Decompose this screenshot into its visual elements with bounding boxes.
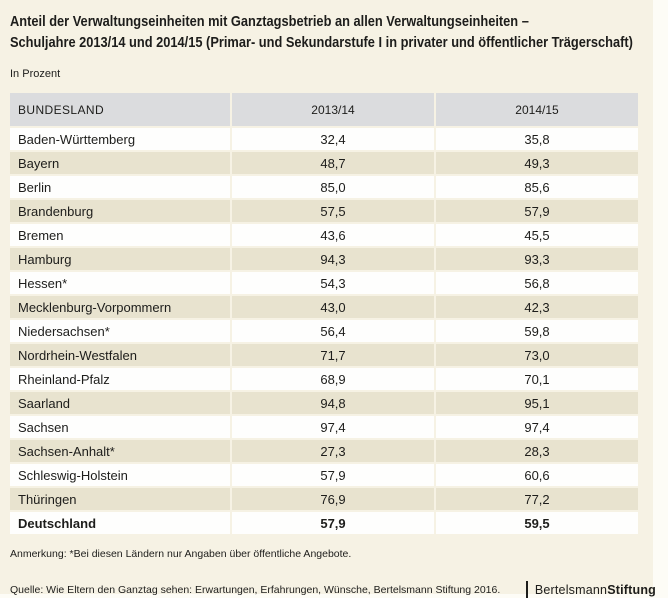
logo-name: Bertelsmann bbox=[534, 582, 608, 597]
value-2013-cell-deutschland: 57,9 bbox=[232, 512, 434, 534]
page-title-line-2: Schuljahre 2013/14 und 2014/15 (Primar- … bbox=[10, 34, 633, 51]
value-2014-cell: 93,3 bbox=[436, 248, 638, 270]
source-row: Quelle: Wie Eltern den Ganztag sehen: Er… bbox=[10, 581, 656, 598]
value-2013-cell: 97,4 bbox=[232, 416, 434, 438]
page-title-line-1: Anteil der Verwaltungseinheiten mit Ganz… bbox=[10, 13, 529, 30]
value-2013-cell: 68,9 bbox=[232, 368, 434, 390]
data-table: BUNDESLAND 2013/14 2014/15 Baden-Württem… bbox=[10, 93, 638, 534]
logo-bar-icon bbox=[525, 581, 528, 598]
land-cell: Nordrhein-Westfalen bbox=[10, 344, 230, 366]
land-cell-deutschland: Deutschland bbox=[10, 512, 230, 534]
value-2014-cell: 85,6 bbox=[436, 176, 638, 198]
land-cell: Mecklenburg-Vorpommern bbox=[10, 296, 230, 318]
land-cell: Sachsen bbox=[10, 416, 230, 438]
value-2014-cell: 28,3 bbox=[436, 440, 638, 462]
footnote: Anmerkung: *Bei diesen Ländern nur Angab… bbox=[10, 548, 352, 560]
value-2014-cell: 35,8 bbox=[436, 128, 638, 150]
value-2013-cell: 48,7 bbox=[232, 152, 434, 174]
land-cell: Schleswig-Holstein bbox=[10, 464, 230, 486]
land-cell: Thüringen bbox=[10, 488, 230, 510]
header-cell-2014-15: 2014/15 bbox=[436, 93, 638, 126]
logo-text: BertelsmannStiftung bbox=[535, 583, 656, 597]
value-2014-cell: 77,2 bbox=[436, 488, 638, 510]
value-2014-cell: 59,8 bbox=[436, 320, 638, 342]
value-2014-cell: 57,9 bbox=[436, 200, 638, 222]
value-2013-cell: 43,6 bbox=[232, 224, 434, 246]
value-2013-cell: 71,7 bbox=[232, 344, 434, 366]
land-cell: Bayern bbox=[10, 152, 230, 174]
value-2014-cell-deutschland: 59,5 bbox=[436, 512, 638, 534]
value-2014-cell: 45,5 bbox=[436, 224, 638, 246]
land-cell: Rheinland-Pfalz bbox=[10, 368, 230, 390]
value-2014-cell: 49,3 bbox=[436, 152, 638, 174]
value-2013-cell: 56,4 bbox=[232, 320, 434, 342]
value-2013-cell: 76,9 bbox=[232, 488, 434, 510]
land-cell: Niedersachsen* bbox=[10, 320, 230, 342]
land-cell: Sachsen-Anhalt* bbox=[10, 440, 230, 462]
value-2013-cell: 94,8 bbox=[232, 392, 434, 414]
header-cell-2013-14: 2013/14 bbox=[232, 93, 434, 126]
bertelsmann-stiftung-logo: BertelsmannStiftung bbox=[525, 581, 656, 598]
value-2013-cell: 85,0 bbox=[232, 176, 434, 198]
land-cell: Hamburg bbox=[10, 248, 230, 270]
value-2013-cell: 57,5 bbox=[232, 200, 434, 222]
land-cell: Berlin bbox=[10, 176, 230, 198]
value-2013-cell: 27,3 bbox=[232, 440, 434, 462]
value-2013-cell: 54,3 bbox=[232, 272, 434, 294]
value-2014-cell: 73,0 bbox=[436, 344, 638, 366]
value-2014-cell: 97,4 bbox=[436, 416, 638, 438]
land-cell: Hessen* bbox=[10, 272, 230, 294]
value-2014-cell: 60,6 bbox=[436, 464, 638, 486]
unit-label: In Prozent bbox=[10, 68, 61, 80]
source-text: Quelle: Wie Eltern den Ganztag sehen: Er… bbox=[10, 583, 501, 596]
value-2014-cell: 56,8 bbox=[436, 272, 638, 294]
land-cell: Baden-Württemberg bbox=[10, 128, 230, 150]
value-2014-cell: 95,1 bbox=[436, 392, 638, 414]
logo-suffix: Stiftung bbox=[607, 582, 656, 597]
page-title: Anteil der Verwaltungseinheiten mit Ganz… bbox=[10, 11, 653, 53]
value-2013-cell: 57,9 bbox=[232, 464, 434, 486]
value-2014-cell: 42,3 bbox=[436, 296, 638, 318]
value-2013-cell: 94,3 bbox=[232, 248, 434, 270]
header-cell-bundesland: BUNDESLAND bbox=[10, 93, 230, 126]
value-2014-cell: 70,1 bbox=[436, 368, 638, 390]
land-cell: Brandenburg bbox=[10, 200, 230, 222]
land-cell: Bremen bbox=[10, 224, 230, 246]
land-cell: Saarland bbox=[10, 392, 230, 414]
value-2013-cell: 43,0 bbox=[232, 296, 434, 318]
value-2013-cell: 32,4 bbox=[232, 128, 434, 150]
